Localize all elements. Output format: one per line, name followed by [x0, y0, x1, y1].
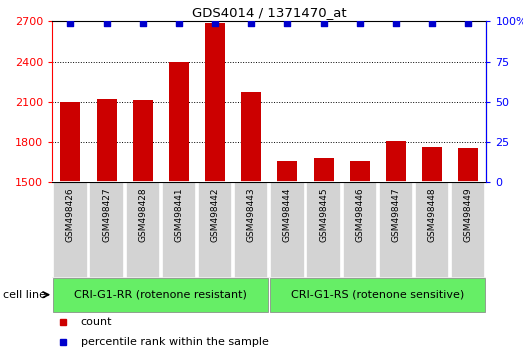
Bar: [241, 92, 261, 182]
Text: GSM498449: GSM498449: [464, 187, 473, 242]
Title: GDS4014 / 1371470_at: GDS4014 / 1371470_at: [192, 6, 347, 19]
Text: GSM498446: GSM498446: [355, 187, 365, 242]
Point: [66, 20, 75, 26]
Text: GSM498441: GSM498441: [174, 187, 184, 242]
Text: cell line: cell line: [3, 290, 50, 300]
Point: [139, 20, 147, 26]
Text: GSM498442: GSM498442: [211, 187, 220, 241]
Point: [428, 20, 436, 26]
Point: [103, 20, 111, 26]
Text: CRI-G1-RR (rotenone resistant): CRI-G1-RR (rotenone resistant): [74, 290, 247, 300]
Point: [464, 20, 472, 26]
Point: [356, 20, 364, 26]
Bar: [451, 182, 485, 278]
Text: GSM498443: GSM498443: [247, 187, 256, 242]
Bar: [162, 182, 196, 278]
Bar: [234, 182, 268, 278]
Bar: [97, 99, 117, 182]
Bar: [169, 62, 189, 182]
Point: [283, 20, 292, 26]
Bar: [458, 148, 478, 182]
Point: [211, 20, 219, 26]
Text: GSM498427: GSM498427: [102, 187, 111, 242]
Bar: [386, 141, 406, 182]
Bar: [415, 182, 449, 278]
Bar: [306, 182, 341, 278]
Text: GSM498448: GSM498448: [428, 187, 437, 242]
Bar: [379, 182, 413, 278]
Bar: [89, 182, 124, 278]
Bar: [133, 101, 153, 182]
Point: [320, 20, 328, 26]
Bar: [350, 161, 370, 182]
Bar: [314, 158, 334, 182]
Point: [175, 20, 183, 26]
Text: GSM498428: GSM498428: [138, 187, 147, 242]
Bar: [278, 161, 298, 182]
Text: percentile rank within the sample: percentile rank within the sample: [81, 337, 268, 347]
Bar: [343, 182, 377, 278]
Bar: [205, 23, 225, 182]
Bar: [270, 278, 485, 312]
Bar: [270, 182, 304, 278]
Bar: [61, 102, 81, 182]
Text: count: count: [81, 318, 112, 327]
Bar: [422, 147, 442, 182]
Bar: [198, 182, 232, 278]
Point: [392, 20, 400, 26]
Text: GSM498444: GSM498444: [283, 187, 292, 241]
Bar: [53, 278, 268, 312]
Bar: [126, 182, 160, 278]
Text: GSM498445: GSM498445: [319, 187, 328, 242]
Text: GSM498426: GSM498426: [66, 187, 75, 242]
Text: CRI-G1-RS (rotenone sensitive): CRI-G1-RS (rotenone sensitive): [291, 290, 464, 300]
Bar: [53, 182, 87, 278]
Point: [247, 20, 255, 26]
Text: GSM498447: GSM498447: [391, 187, 401, 242]
